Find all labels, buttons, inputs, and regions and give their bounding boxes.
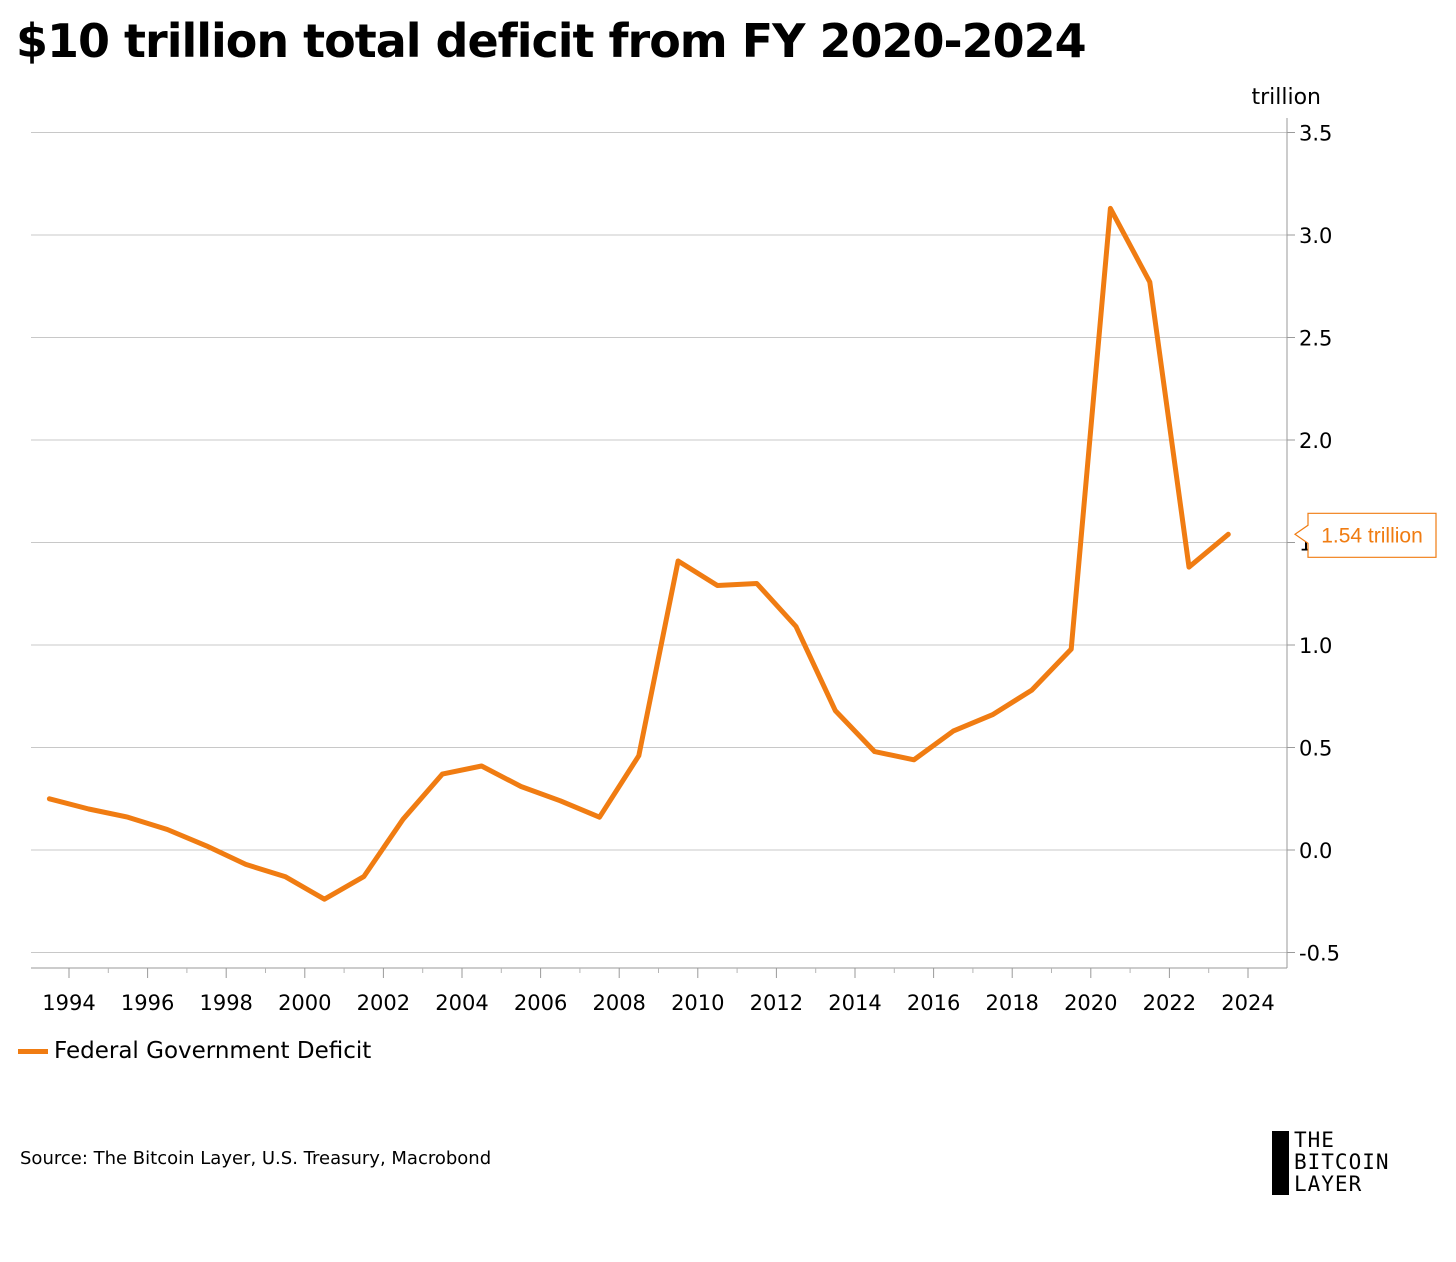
legend-swatch [18,1048,48,1054]
legend: Federal Government Deficit [18,1038,371,1064]
y-tick-label: 3.0 [1299,224,1332,248]
x-tick-label: 2004 [435,991,488,1015]
callout-text: 1.54 trillion [1321,524,1423,547]
x-tick-label: 1998 [199,991,252,1015]
y-tick-label: 2.0 [1299,429,1332,453]
x-tick-label: 2012 [750,991,803,1015]
x-tick-label: 1996 [121,991,174,1015]
x-tick-label: 2024 [1221,991,1274,1015]
x-tick-label: 2008 [592,991,645,1015]
logo-text: THE BITCOIN LAYER [1294,1129,1390,1195]
legend-label: Federal Government Deficit [54,1038,372,1064]
logo-bar-icon [1272,1131,1289,1195]
last-value-callout: 1.54 trillion [1293,512,1437,558]
logo-line-1: THE [1294,1128,1335,1152]
x-tick-label: 2020 [1064,991,1117,1015]
callout-box [1293,512,1437,558]
gridlines [31,132,1295,953]
y-tick-label: 3.5 [1299,122,1332,146]
x-tick-label: 2016 [907,991,960,1015]
x-tick-label: 2022 [1143,991,1196,1015]
x-tick-labels: 1994 1996 1998 2000 2002 2004 2006 2008 2010 2012… [42,968,1275,1015]
x-tick-label: 2018 [985,991,1038,1015]
logo-line-3: LAYER [1294,1172,1363,1196]
series-line [46,205,1231,902]
x-tick-label: 2006 [514,991,567,1015]
x-tick-label: 2000 [278,991,331,1015]
y-unit-label: trillion [1251,85,1321,110]
y-tick-label: 0.5 [1299,737,1332,761]
y-tick-label: 0.0 [1299,839,1332,863]
x-tick-label: 2014 [828,991,881,1015]
x-tick-label: 1994 [42,991,95,1015]
y-tick-label: 2.5 [1299,327,1332,351]
source-note: Source: The Bitcoin Layer, U.S. Treasury… [20,1148,492,1169]
y-tick-label: -0.5 [1299,942,1340,966]
logo-line-2: BITCOIN [1294,1150,1390,1174]
x-tick-label: 2002 [357,991,410,1015]
chart-title: $10 trillion total deficit from FY 2020-… [16,14,1087,68]
series-layer [46,205,1231,902]
y-tick-label: 1.0 [1299,634,1332,658]
bitcoin-layer-logo: THE BITCOIN LAYER [1272,1129,1442,1195]
x-tick-label: 2010 [671,991,724,1015]
